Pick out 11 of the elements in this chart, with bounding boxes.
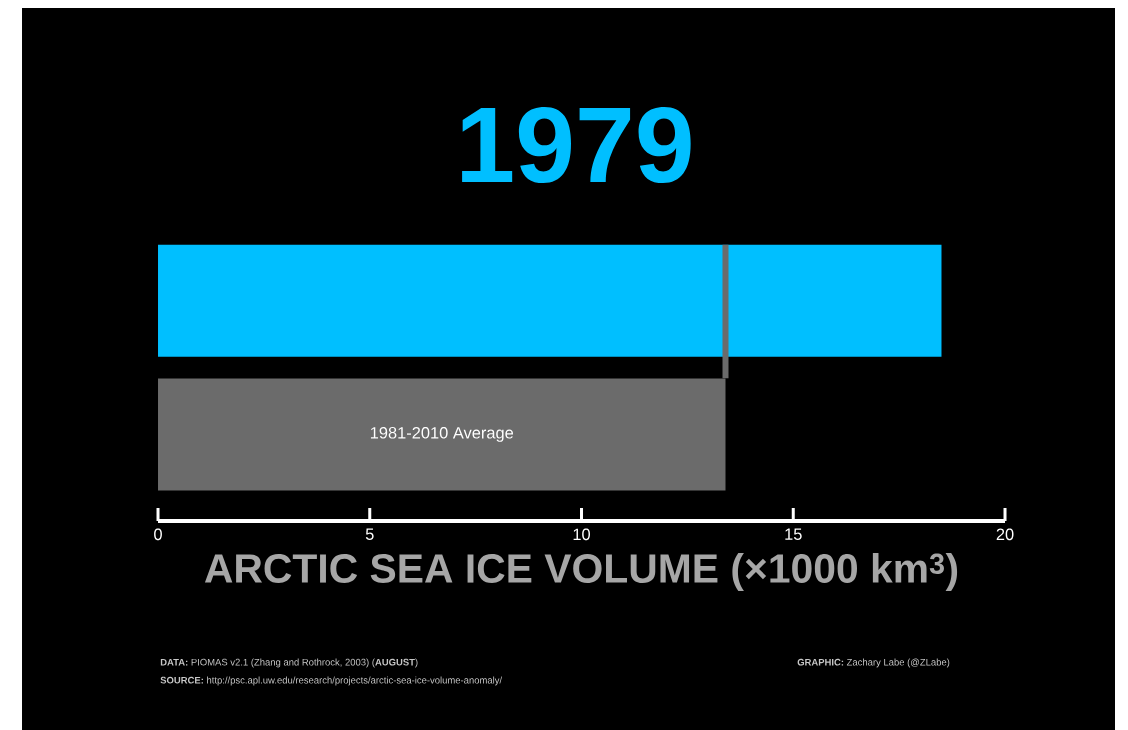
text: GRAPHIC: Zachary Labe (@ZLabe) [797,658,950,668]
y-tick-label: 1981-2010 Average [370,426,514,442]
x-tick-label: 5 [365,528,374,540]
text: SOURCE: http://psc.apl.uw.edu/research/projects/arctic-sea-ice-volume-anomaly/ [160,676,503,686]
x-tick-label: 20 [996,528,1014,541]
chart-title: 1979 [462,106,691,184]
x-tick-label: 15 [785,528,802,540]
x-tick-label: 10 [573,528,591,541]
text: DATA: PIOMAS v2.1 (Zhang and Rothrock, 2003) (AUGUST) [160,658,418,668]
x-tick-label: 0 [154,528,162,541]
x-axis-title: ARCTIC SEA ICE VOLUME (×1000 km$^{3}$) [204,552,958,592]
